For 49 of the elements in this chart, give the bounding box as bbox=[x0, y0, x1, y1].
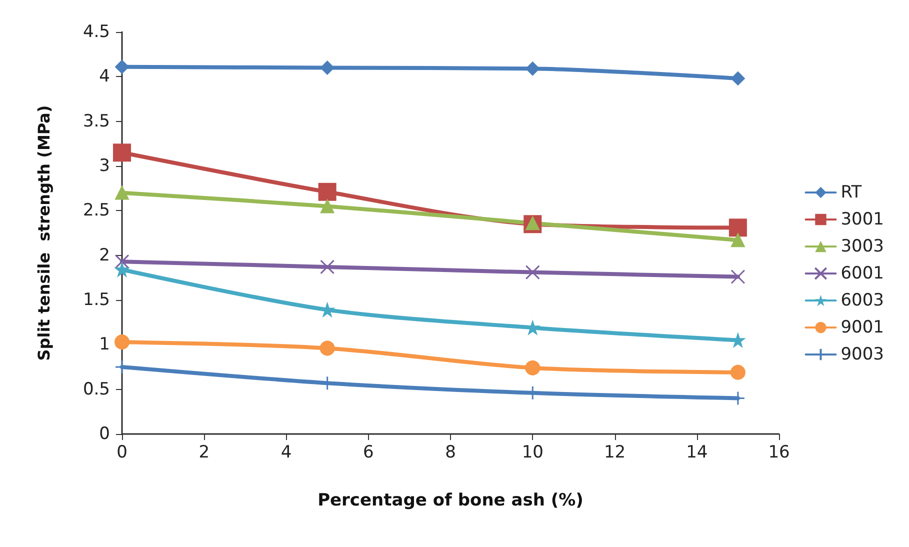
y-tick-label: 2.5 bbox=[82, 200, 110, 221]
point bbox=[115, 262, 129, 277]
y-tick-label: 1.5 bbox=[82, 290, 110, 310]
point bbox=[115, 60, 129, 74]
point bbox=[730, 233, 745, 248]
y-axis-title: Split tensile strength (MPa) bbox=[34, 105, 54, 361]
point bbox=[320, 340, 335, 356]
x-tick-label: 2 bbox=[198, 442, 210, 462]
point bbox=[526, 62, 540, 76]
legend-label: 6003 bbox=[840, 290, 884, 310]
x-tick-label: 12 bbox=[604, 442, 626, 462]
point bbox=[113, 144, 131, 162]
legend-label: 6001 bbox=[840, 264, 884, 284]
x-tick-label: 8 bbox=[445, 442, 456, 462]
point bbox=[320, 260, 335, 274]
point bbox=[320, 199, 334, 214]
point bbox=[526, 320, 540, 335]
x-axis-title: Percentage of bone ash (%) bbox=[318, 490, 584, 510]
legend-label: 3003 bbox=[840, 236, 884, 256]
y-tick-label: 3 bbox=[99, 156, 110, 176]
legend-label: 9003 bbox=[840, 344, 884, 364]
x-tick-label: 0 bbox=[116, 442, 128, 462]
x-tick-label: 16 bbox=[768, 442, 790, 462]
point bbox=[318, 182, 336, 201]
legend-label: 9001 bbox=[840, 318, 884, 338]
y-tick-label: 4.5 bbox=[82, 22, 110, 42]
y-tick-label: 1 bbox=[99, 334, 110, 355]
point bbox=[730, 270, 746, 284]
point bbox=[525, 360, 540, 376]
point bbox=[115, 186, 129, 200]
point bbox=[114, 254, 130, 269]
legend-label: RT bbox=[840, 182, 862, 202]
point bbox=[114, 334, 130, 350]
y-tick-label: 3.5 bbox=[82, 111, 110, 132]
point bbox=[728, 218, 747, 237]
point bbox=[320, 60, 334, 75]
x-tick-label: 14 bbox=[686, 442, 708, 462]
y-tick-label: 0 bbox=[99, 424, 110, 444]
y-tick-label: 2 bbox=[99, 245, 110, 266]
point bbox=[525, 265, 540, 280]
y-tick-label: 0.5 bbox=[82, 379, 110, 400]
y-tick-label: 4 bbox=[99, 66, 110, 87]
point bbox=[730, 364, 746, 380]
point bbox=[730, 71, 745, 86]
legend-label: 3001 bbox=[840, 210, 884, 230]
x-tick-label: 10 bbox=[522, 442, 544, 462]
point bbox=[320, 302, 334, 317]
x-tick-label: 4 bbox=[280, 442, 292, 462]
x-tick-label: 6 bbox=[362, 442, 374, 462]
